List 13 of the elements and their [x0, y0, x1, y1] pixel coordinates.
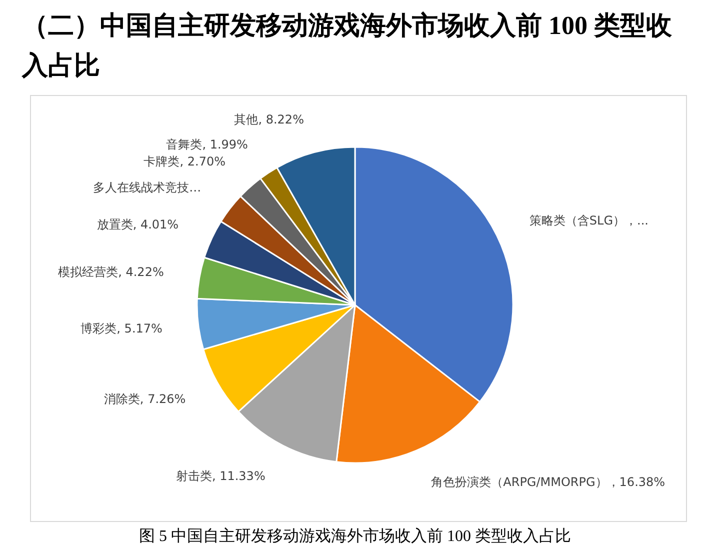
slice-label: 模拟经营类, 4.22%: [58, 264, 164, 279]
slice-label: 放置类, 4.01%: [96, 218, 179, 232]
chart-title: （二）中国自主研发移动游戏海外市场收入前 100 类型收入占比: [22, 10, 673, 82]
slice-label: 卡牌类, 2.70%: [144, 154, 226, 168]
slice-label: 音舞类, 1.99%: [166, 137, 248, 152]
slice-label: 策略类（含SLG），...: [529, 214, 648, 228]
slice-label: 其他, 8.22%: [234, 112, 304, 126]
caption: 图 5 中国自主研发移动游戏海外市场收入前 100 类型收入占比: [138, 526, 572, 547]
slice-label: 角色扮演类（ARPG/MMORPG），16.38%: [431, 475, 666, 490]
slice-label: 博彩类, 5.17%: [80, 321, 162, 336]
slice-label: 射击类, 11.33%: [176, 468, 266, 483]
slice-label: 多人在线战术竞技…: [93, 180, 202, 195]
slice-label: 消除类, 7.26%: [104, 392, 186, 406]
